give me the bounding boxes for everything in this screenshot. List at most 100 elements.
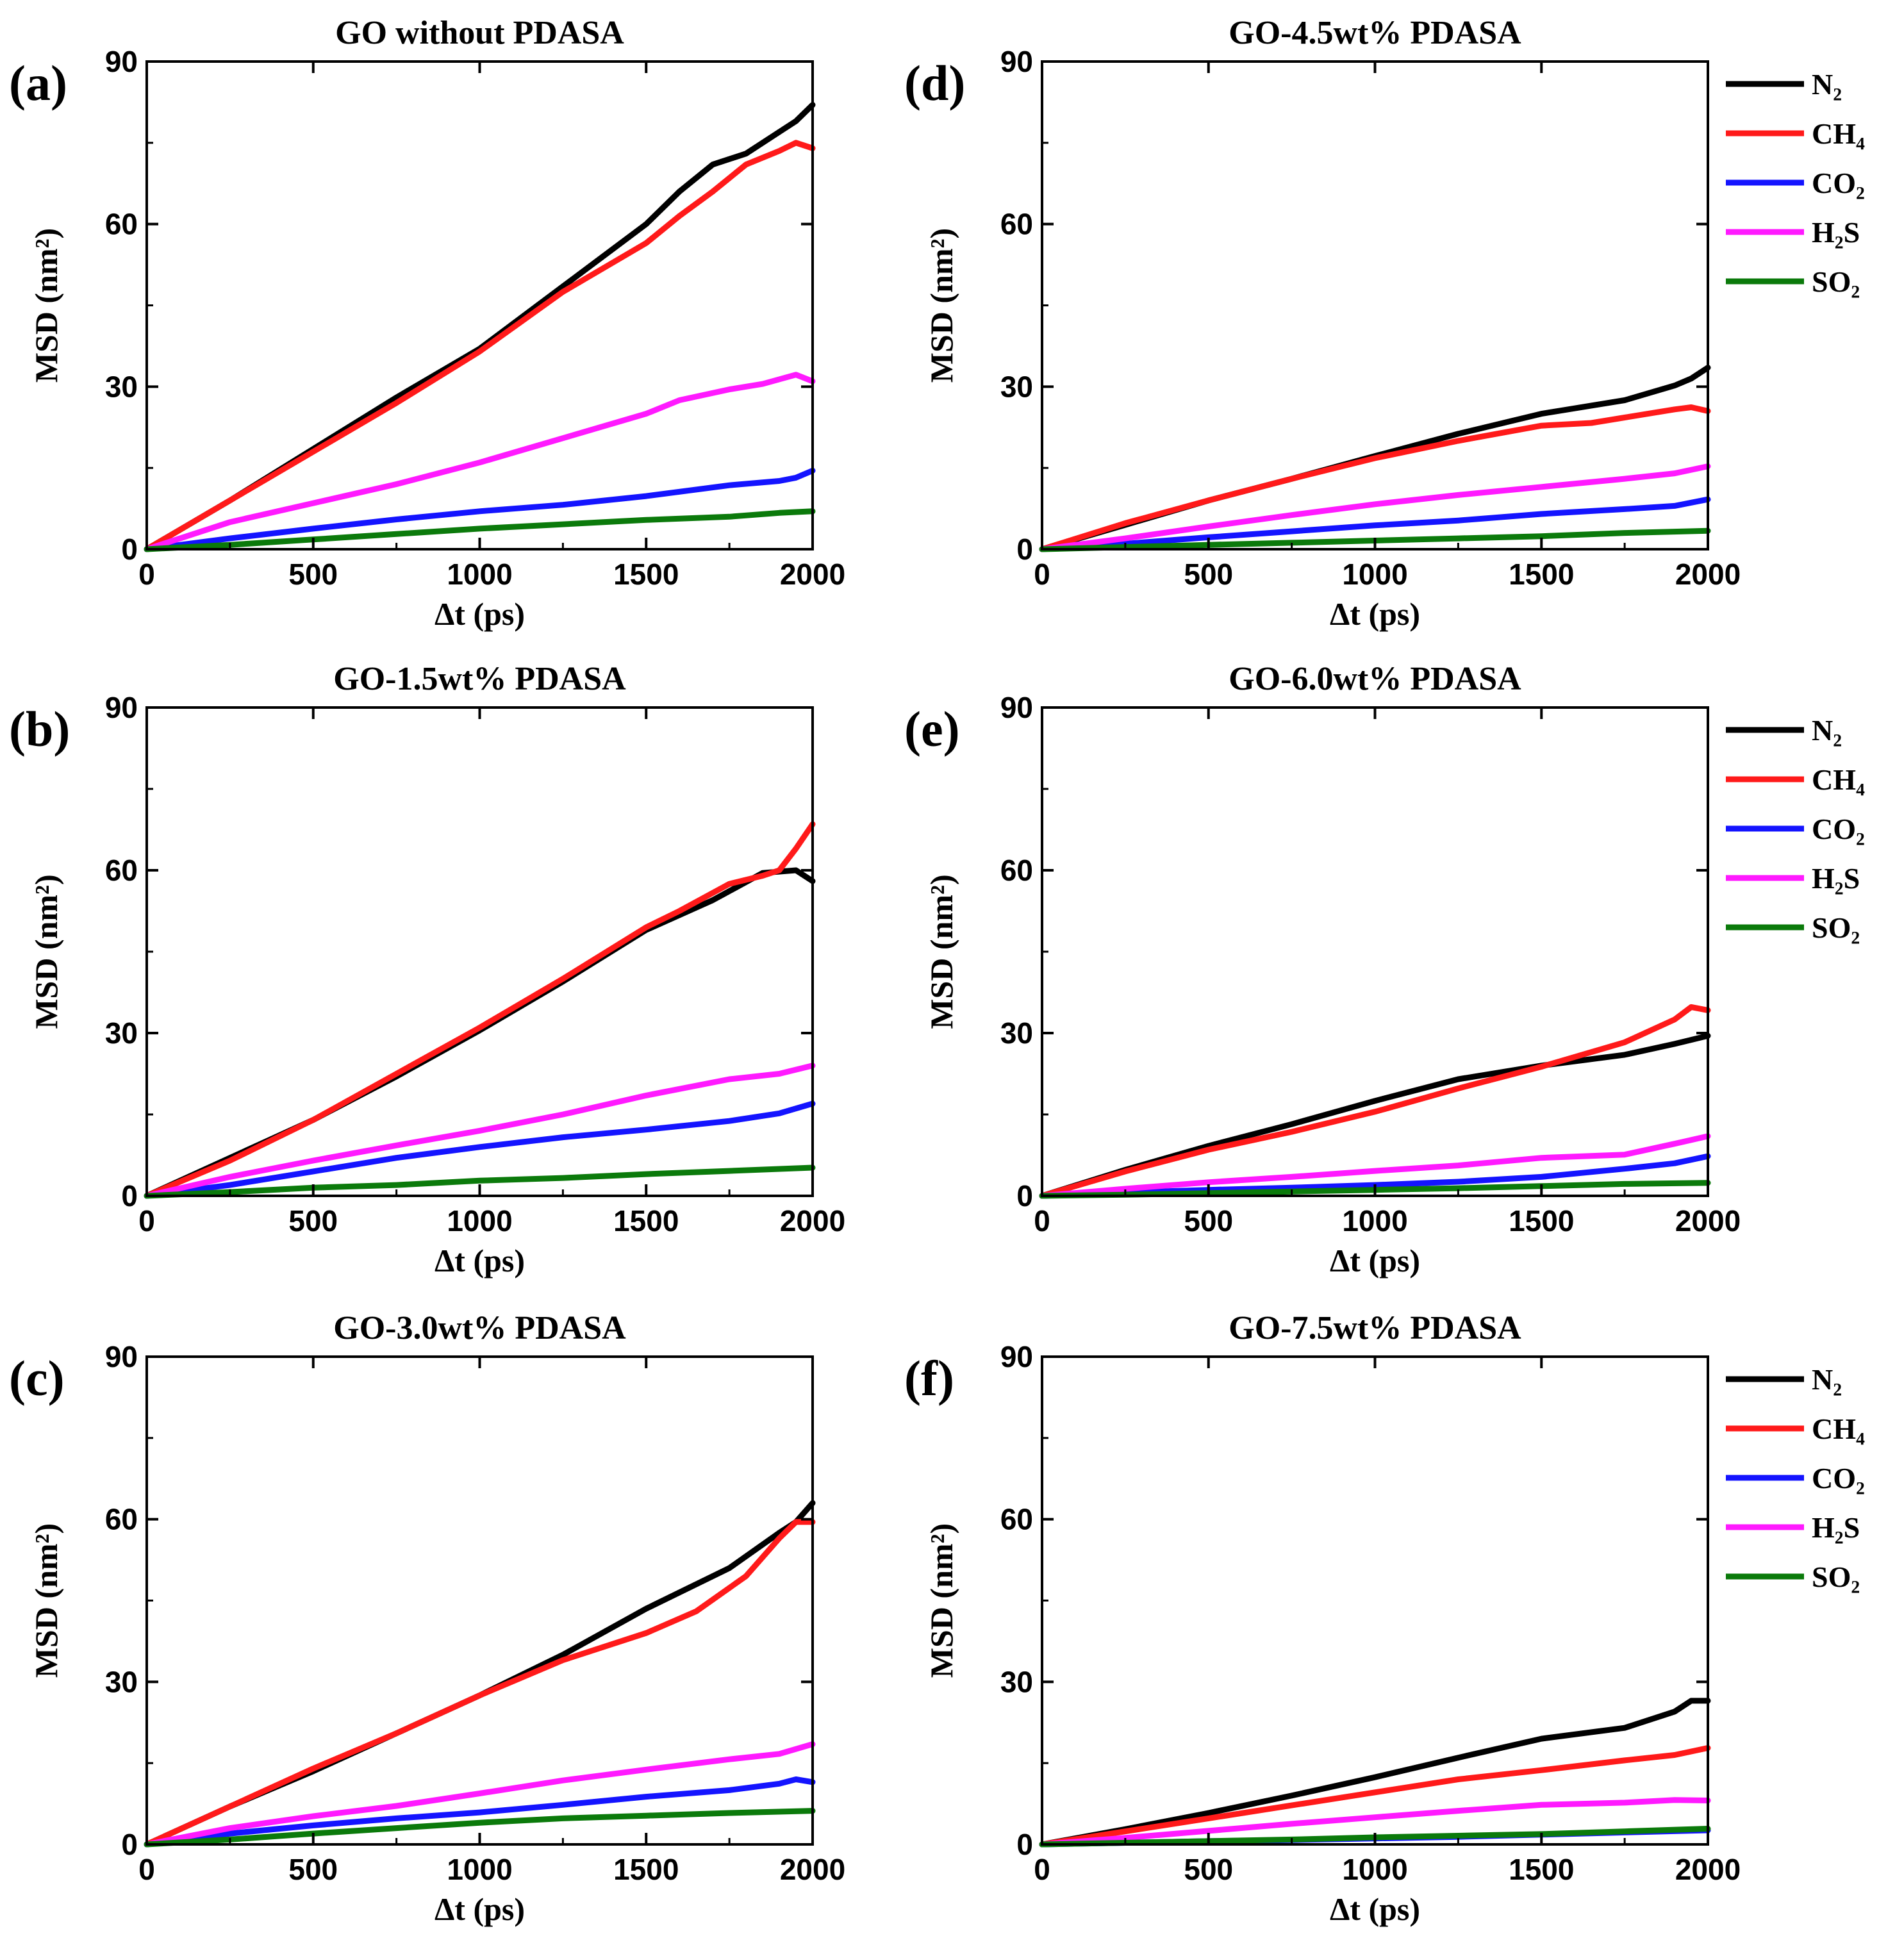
- y-tick-label: 30: [105, 1016, 138, 1050]
- legend-label: SO₂: [1812, 265, 1860, 298]
- x-tick-label: 1000: [447, 1853, 512, 1886]
- y-axis-label: MSD (nm²): [28, 874, 64, 1029]
- y-axis-label: MSD (nm²): [923, 228, 959, 383]
- y-tick-label: 0: [1016, 1179, 1033, 1213]
- chart-panel-c: 0 500 1000 1500 2000 0 30 60 90 GO-3.0wt% PDASA (c…: [9, 1310, 845, 1927]
- y-tick-label: 0: [121, 1828, 138, 1861]
- y-axis-label: MSD (nm²): [923, 874, 959, 1029]
- x-axis-label: Δt (ps): [435, 1891, 525, 1927]
- panel-letter: (d): [904, 55, 965, 111]
- plot-frame: [1041, 60, 1709, 550]
- series-line-ch4: [144, 1519, 816, 1848]
- plot-frame: [145, 60, 814, 550]
- legend-label: CH₄: [1812, 763, 1865, 796]
- x-tick-label: 2000: [780, 1853, 845, 1886]
- legend-label: CO₂: [1812, 1462, 1865, 1494]
- panel-letter: (c): [9, 1350, 65, 1406]
- y-axis-label: MSD (nm²): [28, 1523, 64, 1678]
- x-tick-label: 2000: [1675, 1204, 1741, 1237]
- chart-title: GO-1.5wt% PDASA: [333, 661, 626, 697]
- x-tick-label: 500: [1184, 1204, 1233, 1237]
- series-line-so2: [144, 508, 816, 552]
- panel-letter: (f): [904, 1350, 954, 1406]
- x-tick-label: 1000: [1342, 1853, 1407, 1886]
- y-tick-label: 60: [1000, 1503, 1033, 1536]
- chart-title: GO without PDASA: [335, 15, 624, 51]
- legend-label: CO₂: [1812, 167, 1865, 199]
- x-tick-label: 2000: [780, 558, 845, 591]
- x-tick-label: 1000: [1342, 558, 1407, 591]
- x-tick-label: 1500: [1509, 1204, 1574, 1237]
- y-tick-label: 0: [1016, 1828, 1033, 1861]
- legend-label: N₂: [1812, 714, 1842, 747]
- x-tick-label: 2000: [780, 1204, 845, 1237]
- x-tick-label: 0: [138, 558, 155, 591]
- y-tick-label: 60: [1000, 208, 1033, 241]
- series-line-co2: [144, 1100, 816, 1199]
- x-tick-label: 500: [288, 1853, 338, 1886]
- legend-label: N₂: [1812, 1363, 1842, 1396]
- series-line-ch4: [144, 140, 816, 552]
- legend-label: H₂S: [1812, 862, 1860, 895]
- x-tick-label: 500: [1184, 558, 1233, 591]
- y-tick-label: 90: [1000, 691, 1033, 724]
- y-axis-label: MSD (nm²): [28, 228, 64, 383]
- y-tick-label: 90: [1000, 45, 1033, 78]
- x-tick-label: 2000: [1675, 1853, 1741, 1886]
- x-tick-label: 0: [1034, 558, 1050, 591]
- y-tick-label: 0: [121, 1179, 138, 1213]
- series-line-n2: [144, 102, 816, 552]
- series-line-h2s: [144, 1741, 816, 1848]
- y-tick-label: 90: [105, 691, 138, 724]
- y-tick-label: 90: [105, 45, 138, 78]
- y-tick-label: 0: [121, 533, 138, 566]
- x-tick-label: 0: [1034, 1853, 1050, 1886]
- x-tick-label: 500: [288, 1204, 338, 1237]
- legend: N₂ CH₄ CO₂ H₂S SO₂: [1726, 714, 1865, 944]
- x-axis-label: Δt (ps): [435, 596, 525, 632]
- legend-label: N₂: [1812, 68, 1842, 101]
- panel-letter: (b): [9, 701, 70, 757]
- legend: N₂ CH₄ CO₂ H₂S SO₂: [1726, 68, 1865, 298]
- series-line-h2s: [1039, 463, 1711, 552]
- chart-panel-b: 0 500 1000 1500 2000 0 30 60 90 GO-1.5wt% PDASA (b…: [9, 661, 845, 1279]
- x-tick-label: 1000: [447, 558, 512, 591]
- chart-panel-f: 0 500 1000 1500 2000 0 30 60 90 GO-7.5wt% PDASA (f…: [904, 1310, 1865, 1927]
- legend-label: CH₄: [1812, 117, 1865, 150]
- series-line-h2s: [144, 372, 816, 552]
- x-axis-label: Δt (ps): [1330, 596, 1420, 632]
- legend-label: SO₂: [1812, 911, 1860, 944]
- y-tick-label: 60: [1000, 854, 1033, 887]
- y-tick-label: 90: [105, 1340, 138, 1373]
- x-tick-label: 1000: [1342, 1204, 1407, 1237]
- y-tick-label: 30: [1000, 370, 1033, 403]
- chart-title: GO-6.0wt% PDASA: [1229, 661, 1521, 697]
- y-tick-label: 30: [105, 370, 138, 403]
- chart-title: GO-7.5wt% PDASA: [1229, 1310, 1521, 1346]
- series-line-co2: [1039, 496, 1711, 552]
- x-tick-label: 0: [138, 1853, 155, 1886]
- y-tick-label: 30: [1000, 1665, 1033, 1698]
- legend-label: CH₄: [1812, 1412, 1865, 1445]
- y-axis-label: MSD (nm²): [923, 1523, 959, 1678]
- series-line-h2s: [144, 1063, 816, 1199]
- x-tick-label: 1500: [613, 1853, 679, 1886]
- chart-panel-a: 0 500 1000 1500 2000 0 30 60 90 GO without PDASA (…: [9, 15, 845, 632]
- chart-title: GO-4.5wt% PDASA: [1229, 15, 1521, 51]
- y-tick-label: 30: [1000, 1016, 1033, 1050]
- series-line-ch4: [1039, 404, 1711, 552]
- series-line-n2: [1039, 1698, 1711, 1848]
- series-line-ch4: [144, 821, 816, 1199]
- chart-panel-e: 0 500 1000 1500 2000 0 30 60 90 GO-6.0wt% PDASA (e…: [904, 661, 1865, 1279]
- legend-label: H₂S: [1812, 216, 1860, 249]
- y-tick-label: 60: [105, 1503, 138, 1536]
- x-tick-label: 1500: [1509, 1853, 1574, 1886]
- y-tick-label: 30: [105, 1665, 138, 1698]
- x-axis-label: Δt (ps): [435, 1243, 525, 1279]
- panel-letter: (e): [904, 701, 960, 757]
- x-tick-label: 1500: [613, 1204, 679, 1237]
- legend-label: H₂S: [1812, 1511, 1860, 1544]
- x-tick-label: 0: [138, 1204, 155, 1237]
- legend: N₂ CH₄ CO₂ H₂S SO₂: [1726, 1363, 1865, 1593]
